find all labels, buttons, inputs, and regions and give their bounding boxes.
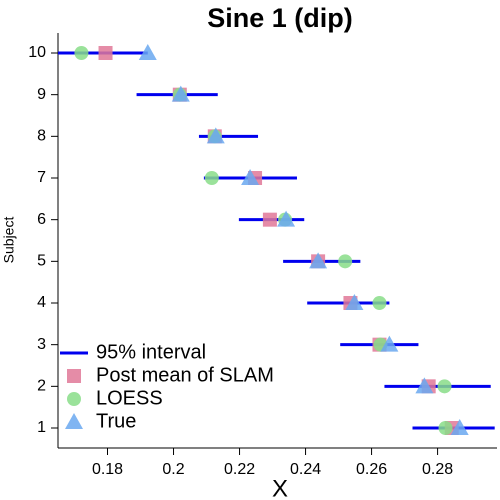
y-tick-label: 6 [37,211,46,228]
x-tick-label: 0.24 [290,461,321,478]
legend-label: Post mean of SLAM [96,364,274,386]
x-tick-label: 0.28 [422,461,453,478]
point-triangle [415,377,434,394]
x-tick-label: 0.18 [92,461,123,478]
point-triangle [171,85,190,102]
point-triangle [277,210,296,227]
y-tick-label: 2 [37,378,46,395]
y-tick-label: 7 [37,169,46,186]
x-axis-label: X [272,475,288,500]
point-circle [438,421,453,435]
point-triangle [450,419,469,435]
x-tick-label: 0.26 [356,461,387,478]
y-tick-label: 9 [37,86,46,103]
chart-title: Sine 1 (dip) [207,3,353,33]
y-tick-label: 5 [37,253,46,270]
y-tick-label: 3 [37,336,46,353]
legend-marker [65,413,83,429]
point-triangle [309,252,328,269]
legend-label: True [96,410,136,432]
point-circle [372,296,387,310]
x-tick-label: 0.22 [224,461,255,478]
y-tick-label: 4 [37,294,46,311]
point-square [98,46,113,60]
point-circle [437,379,452,394]
y-tick-label: 10 [28,44,46,61]
point-circle [204,171,219,185]
point-circle [74,46,89,60]
legend-label: 95% interval [96,341,206,363]
point-triangle [380,335,399,352]
y-tick-label: 1 [37,419,46,436]
point-triangle [138,44,157,60]
y-axis-label: Subject [1,217,17,264]
point-triangle [345,294,364,310]
point-triangle [206,127,225,144]
legend-marker [67,369,81,383]
x-tick-label: 0.2 [162,461,184,478]
y-tick-label: 8 [37,128,46,145]
legend-label: LOESS [96,387,163,409]
legend-marker [67,392,81,406]
point-triangle [241,169,260,185]
point-circle [338,254,353,269]
point-square [262,212,277,227]
